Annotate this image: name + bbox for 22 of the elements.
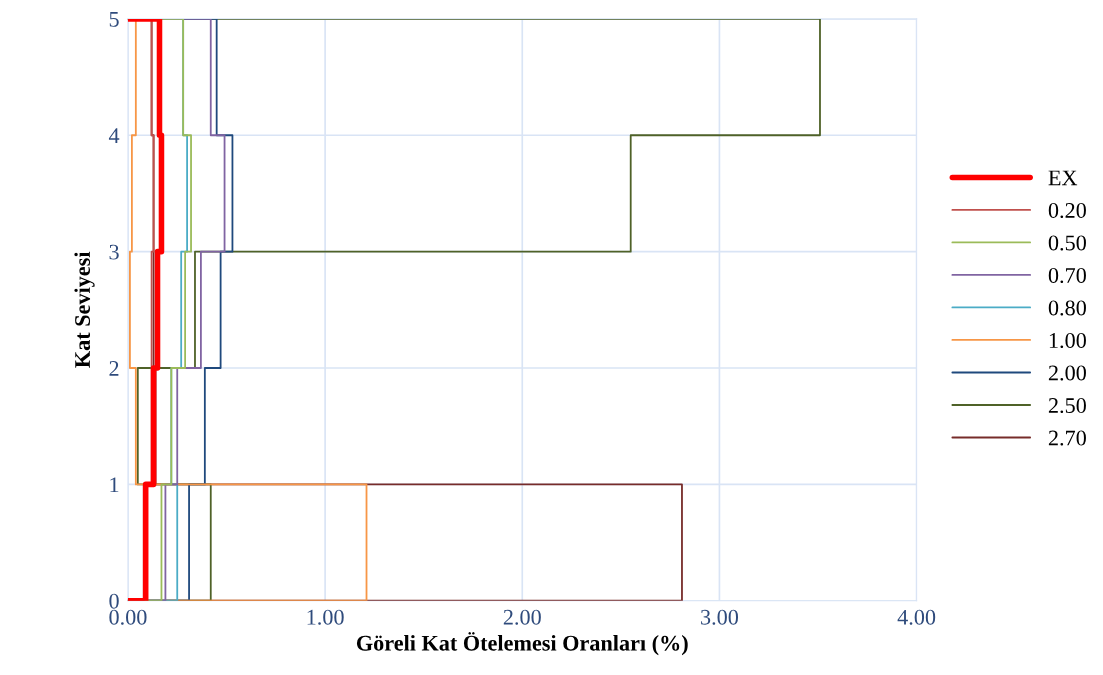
x-tick-label: 1.00 <box>307 609 344 625</box>
legend-label: 1.00 <box>1049 332 1086 349</box>
x-axis-title: Göreli Kat Ötelemesi Oranları (%) <box>356 632 688 656</box>
legend-label: 0.70 <box>1048 267 1086 284</box>
x-tick-label: 3.00 <box>701 609 739 625</box>
legend-label: 0.20 <box>1048 202 1086 219</box>
legend-label: 2.70 <box>1048 430 1086 446</box>
y-tick-label: 0 <box>109 593 119 609</box>
y-tick-label: 2 <box>109 361 119 376</box>
legend-label: 2.00 <box>1048 365 1086 381</box>
legend-label: 0.80 <box>1048 300 1086 316</box>
y-tick-label: 3 <box>109 244 119 260</box>
y-tick-label: 1 <box>110 477 119 493</box>
legend-label: 0.50 <box>1048 235 1086 251</box>
x-tick-label: 2.00 <box>503 609 541 625</box>
y-tick-label: 4 <box>108 128 120 143</box>
legend-label: 2.50 <box>1048 397 1086 414</box>
x-tick-label: 0.00 <box>109 609 147 625</box>
legend-label: EX <box>1048 170 1078 186</box>
x-tick-label: 4.00 <box>897 609 936 625</box>
y-axis-title: Kat Seviyesi <box>74 251 95 368</box>
y-tick-label: 5 <box>109 12 119 27</box>
